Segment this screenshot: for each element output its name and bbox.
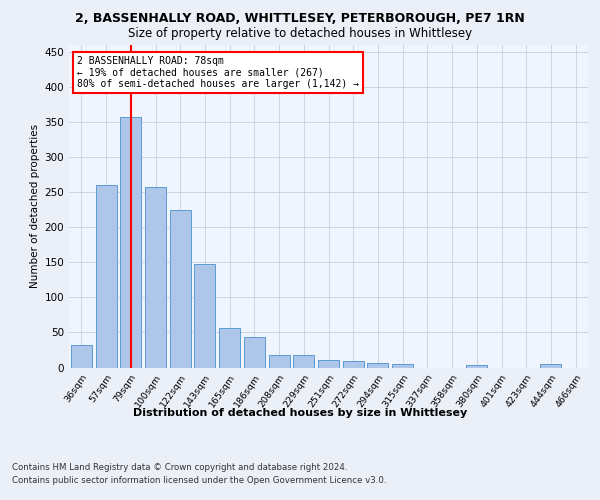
Bar xyxy=(541,364,562,368)
Bar xyxy=(343,361,364,368)
Text: 2 BASSENHALLY ROAD: 78sqm
← 19% of detached houses are smaller (267)
80% of semi: 2 BASSENHALLY ROAD: 78sqm ← 19% of detac… xyxy=(77,56,359,90)
Bar xyxy=(269,355,290,368)
Bar xyxy=(170,210,191,368)
Bar xyxy=(145,186,166,368)
Bar xyxy=(95,184,116,368)
Text: Distribution of detached houses by size in Whittlesey: Distribution of detached houses by size … xyxy=(133,408,467,418)
Bar xyxy=(466,364,487,368)
Bar xyxy=(120,117,141,368)
Bar xyxy=(318,360,339,368)
Text: 2, BASSENHALLY ROAD, WHITTLESEY, PETERBOROUGH, PE7 1RN: 2, BASSENHALLY ROAD, WHITTLESEY, PETERBO… xyxy=(75,12,525,26)
Bar xyxy=(367,362,388,368)
Bar xyxy=(219,328,240,368)
Bar xyxy=(244,336,265,368)
Bar xyxy=(293,355,314,368)
Bar xyxy=(194,264,215,368)
Y-axis label: Number of detached properties: Number of detached properties xyxy=(30,124,40,288)
Text: Contains public sector information licensed under the Open Government Licence v3: Contains public sector information licen… xyxy=(12,476,386,485)
Bar xyxy=(71,345,92,368)
Text: Contains HM Land Registry data © Crown copyright and database right 2024.: Contains HM Land Registry data © Crown c… xyxy=(12,462,347,471)
Text: Size of property relative to detached houses in Whittlesey: Size of property relative to detached ho… xyxy=(128,28,472,40)
Bar xyxy=(392,364,413,368)
